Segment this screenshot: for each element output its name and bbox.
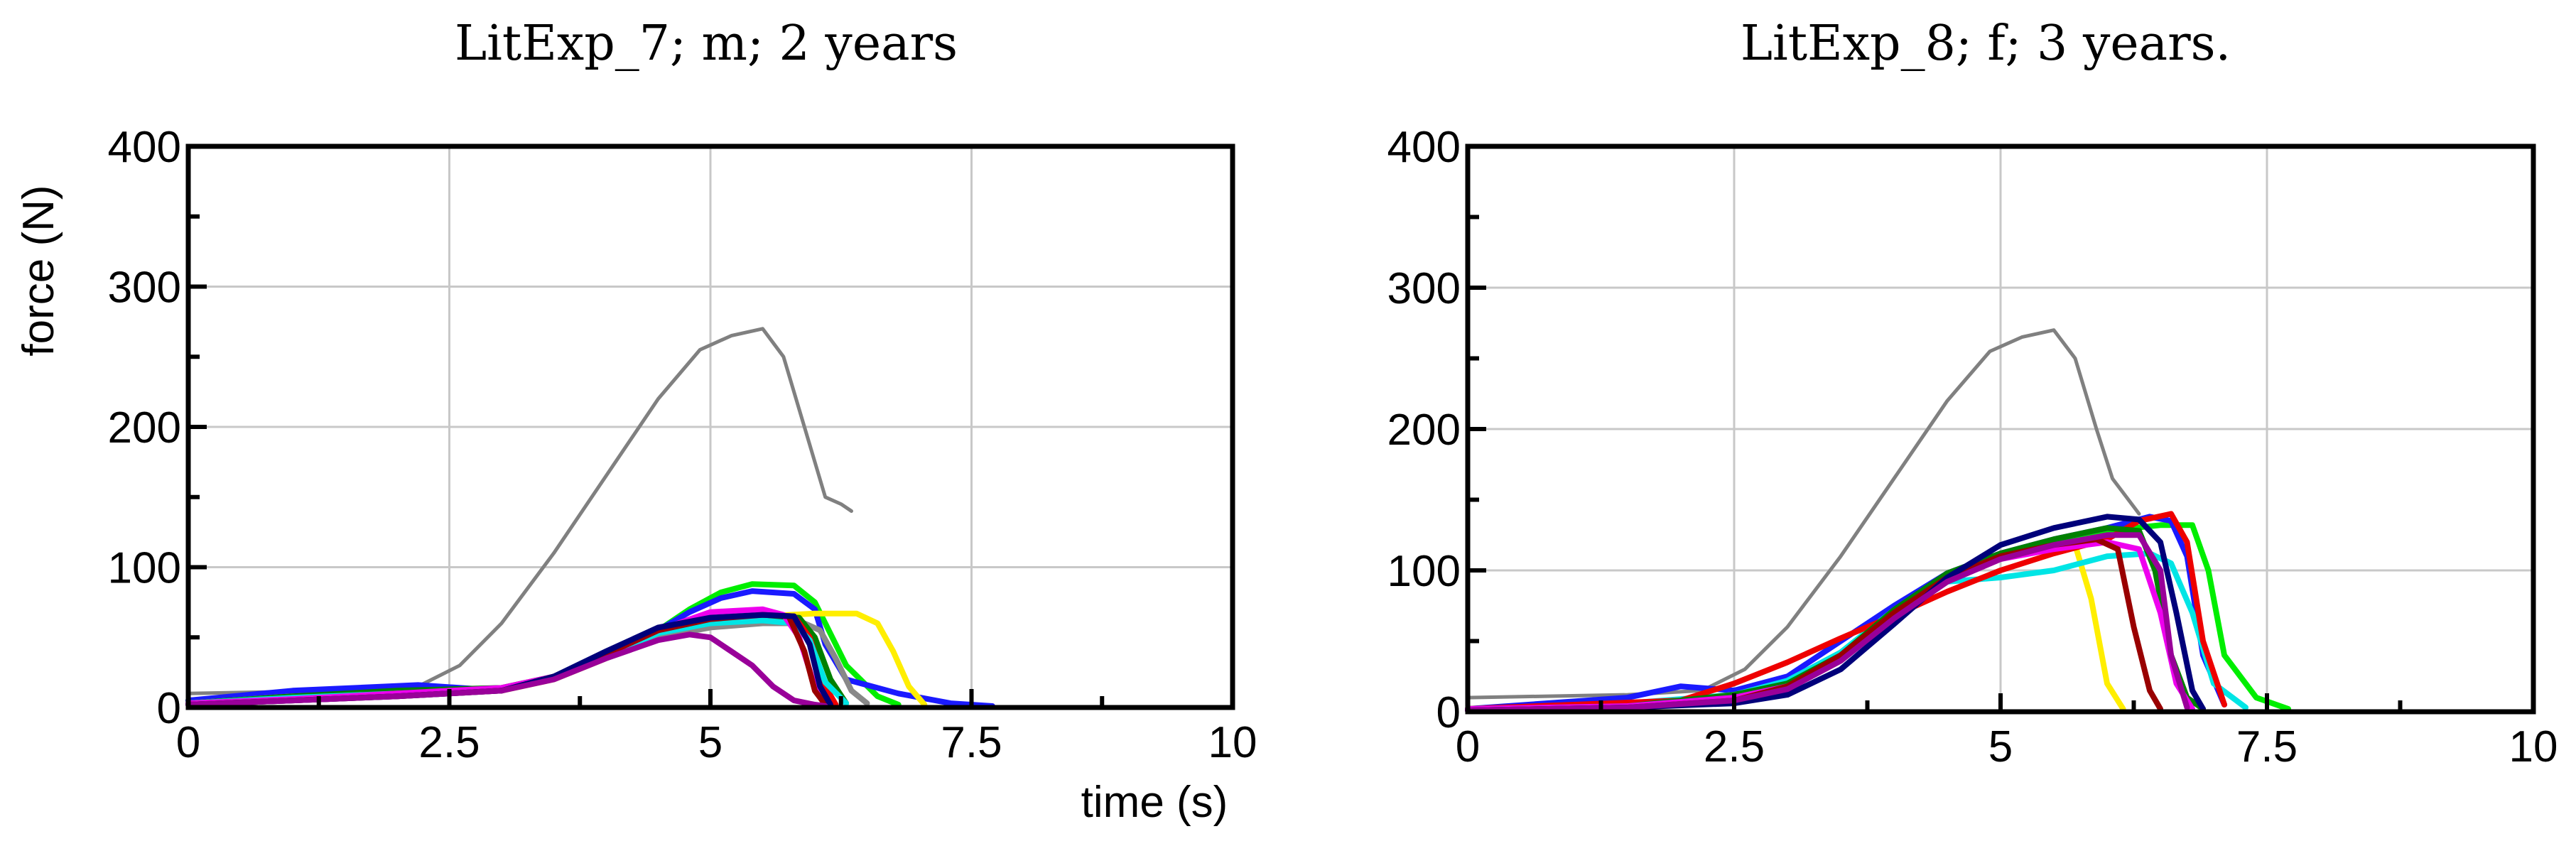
chart-2-series-line-10	[1465, 514, 2206, 713]
chart-1-series-line-1	[186, 327, 853, 695]
chart-2-grid	[1468, 146, 2533, 712]
chart-1-x-axis-label: time (s)	[1081, 778, 1228, 827]
chart-2-y-tick-label: 200	[1387, 406, 1461, 455]
chart-1-x-tick-label: 5	[698, 718, 723, 767]
chart-2-x-tick-label: 2.5	[1704, 722, 1765, 771]
chart-1-y-tick-label: 0	[157, 684, 181, 733]
chart-panel-2: LitExp_8; f; 3 years. 0 2.5 5 7.5 1001002003…	[1387, 16, 2558, 771]
chart-2-x-tick-label: 7.5	[2236, 722, 2298, 771]
chart-1-y-tick-label: 300	[108, 264, 181, 313]
chart-1-y-tick-label: 400	[108, 123, 181, 172]
chart-1-y-tick-label: 200	[108, 403, 181, 452]
chart-2-x-tick-label: 0	[1456, 722, 1480, 771]
chart-1-x-tick-label: 0	[176, 718, 200, 767]
chart-2-y-tick-label: 0	[1436, 688, 1461, 737]
chart-1-x-tick-label: 10	[1208, 718, 1257, 767]
chart-1-x-tick-label: 2.5	[418, 718, 480, 767]
chart-2-x-tick-label: 5	[1988, 722, 2013, 771]
chart-1-y-tick-label: 100	[108, 544, 181, 593]
chart-1-series-group	[185, 327, 995, 709]
chart-1-y-axis-label: force (N)	[14, 185, 63, 356]
chart-2-series-line-6	[1465, 511, 2227, 712]
chart-panel-1: LitExp_7; m; 2 years 0 2.5 5 7.5 10010020030…	[14, 16, 1257, 827]
chart-2-series-group	[1465, 328, 2291, 713]
chart-2-y-tick-label: 300	[1387, 264, 1461, 313]
chart-2-y-tick-label: 400	[1387, 123, 1461, 172]
chart-2-ticks	[1466, 144, 2536, 714]
chart-1-series-line-12	[185, 631, 828, 709]
chart-2-title: LitExp_8; f; 3 years.	[1741, 16, 2231, 72]
chart-1-grid	[188, 146, 1233, 707]
chart-1-series-line-3	[185, 588, 995, 709]
chart-2-series-line-11	[1465, 532, 2190, 713]
chart-2-series-line-1	[1466, 328, 2141, 700]
chart-2-y-tick-label: 100	[1387, 547, 1461, 596]
chart-1-series-line-2	[185, 581, 902, 707]
chart-1-title: LitExp_7; m; 2 years	[455, 16, 958, 72]
chart-1-ticks	[186, 144, 1235, 710]
chart-2-x-tick-label: 10	[2509, 722, 2558, 771]
chart-1-x-tick-label: 7.5	[941, 718, 1002, 767]
